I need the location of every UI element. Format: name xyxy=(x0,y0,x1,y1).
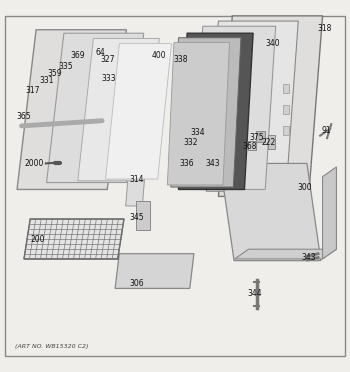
Text: 344: 344 xyxy=(247,289,262,298)
Bar xyxy=(268,135,275,148)
Text: 338: 338 xyxy=(173,55,188,64)
Polygon shape xyxy=(235,249,336,259)
Polygon shape xyxy=(218,16,323,196)
Text: 365: 365 xyxy=(17,112,31,121)
Text: 336: 336 xyxy=(180,159,195,168)
Text: 327: 327 xyxy=(100,55,114,64)
Text: 400: 400 xyxy=(152,51,167,60)
Text: 91: 91 xyxy=(321,126,331,135)
Text: 343: 343 xyxy=(206,159,220,168)
Text: 300: 300 xyxy=(298,183,313,192)
Text: 2000: 2000 xyxy=(25,159,44,168)
Bar xyxy=(283,105,289,114)
Polygon shape xyxy=(171,38,241,187)
Bar xyxy=(248,141,256,150)
Polygon shape xyxy=(126,128,149,206)
Bar xyxy=(283,126,289,135)
Text: 222: 222 xyxy=(262,138,276,147)
Polygon shape xyxy=(24,219,124,259)
Text: 335: 335 xyxy=(58,62,73,71)
Bar xyxy=(283,84,289,93)
Polygon shape xyxy=(220,163,321,261)
Text: 343: 343 xyxy=(301,253,316,262)
Polygon shape xyxy=(193,26,276,189)
Polygon shape xyxy=(78,38,159,181)
Polygon shape xyxy=(47,33,144,183)
Text: 334: 334 xyxy=(190,128,205,137)
Bar xyxy=(136,201,150,230)
Polygon shape xyxy=(106,44,172,179)
Polygon shape xyxy=(206,21,298,191)
Text: 332: 332 xyxy=(183,138,198,147)
Text: 314: 314 xyxy=(130,174,144,183)
Text: 331: 331 xyxy=(39,76,54,84)
Polygon shape xyxy=(323,167,336,259)
Text: 200: 200 xyxy=(30,235,45,244)
Text: 318: 318 xyxy=(317,23,331,32)
Polygon shape xyxy=(115,254,194,288)
Text: 369: 369 xyxy=(70,51,85,60)
Text: 333: 333 xyxy=(102,74,116,83)
Bar xyxy=(256,131,265,142)
Text: 368: 368 xyxy=(243,142,257,151)
Polygon shape xyxy=(178,33,253,189)
Text: 375: 375 xyxy=(249,133,264,142)
Text: 345: 345 xyxy=(130,213,144,222)
Text: 306: 306 xyxy=(130,279,144,288)
Text: 317: 317 xyxy=(26,86,40,95)
Text: 340: 340 xyxy=(265,39,280,48)
Polygon shape xyxy=(17,30,126,189)
Text: 359: 359 xyxy=(48,69,63,78)
Text: (ART NO. WB15320 C2): (ART NO. WB15320 C2) xyxy=(15,344,89,349)
Polygon shape xyxy=(167,43,230,185)
Text: 64: 64 xyxy=(96,48,105,57)
